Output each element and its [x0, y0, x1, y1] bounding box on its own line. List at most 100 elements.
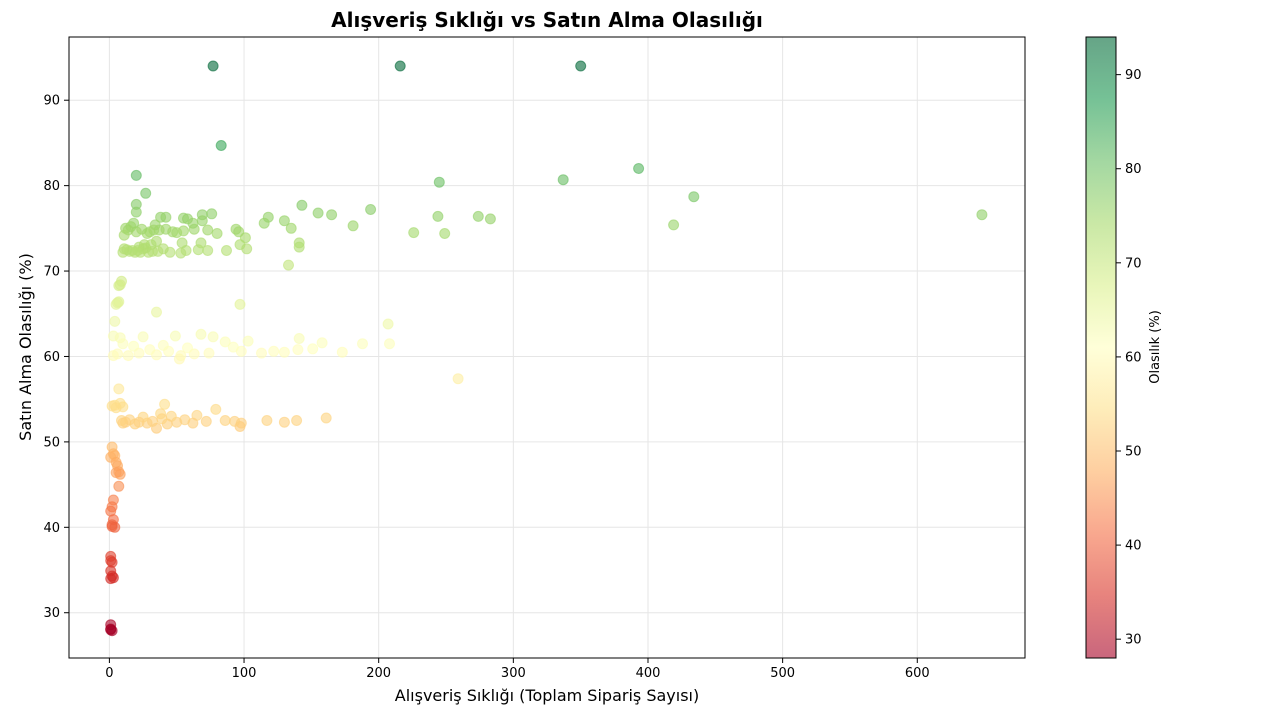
scatter-point: [976, 209, 988, 221]
data-points: [105, 60, 988, 637]
x-tick-label: 100: [232, 666, 257, 681]
plot-frame: [68, 36, 1026, 659]
scatter-point: [215, 140, 227, 151]
scatter-point: [261, 415, 273, 426]
scatter-point: [151, 306, 162, 318]
scatter-point: [293, 241, 305, 253]
scatter-point: [182, 342, 193, 354]
scatter-point: [110, 298, 122, 310]
grid-lines: [69, 37, 1025, 658]
scatter-point: [118, 229, 130, 241]
colorbar-tick-label: 80: [1125, 162, 1142, 177]
y-axis-label: Satın Alma Olasılığı (%): [16, 253, 35, 441]
scatter-point: [452, 373, 464, 385]
scatter-point: [206, 208, 218, 220]
scatter-point: [234, 298, 246, 310]
scatter-point: [175, 247, 187, 259]
x-axis-ticks: 0 100 200 300 400 500 600: [105, 658, 930, 681]
scatter-point: [207, 60, 219, 72]
scatter-point: [211, 228, 223, 239]
scatter-point: [169, 330, 181, 342]
scatter-point: [316, 337, 328, 349]
scatter-point: [117, 338, 129, 350]
scatter-point: [336, 346, 348, 358]
scatter-point: [472, 210, 484, 222]
scatter-point: [202, 224, 214, 236]
scatter-point: [384, 338, 395, 350]
scatter-point: [117, 246, 129, 258]
x-tick-label: 600: [905, 666, 930, 681]
y-tick-label: 80: [43, 179, 60, 194]
colorbar-label: Olasılık (%): [1148, 310, 1163, 384]
scatter-point: [292, 344, 304, 356]
y-tick-label: 60: [43, 350, 60, 365]
scatter-point: [408, 227, 420, 239]
scatter-point: [227, 341, 239, 353]
scatter-point: [128, 340, 140, 352]
scatter-point: [268, 345, 280, 357]
scatter-point: [116, 415, 127, 426]
scatter-point: [258, 217, 270, 229]
scatter-point: [307, 343, 319, 355]
scatter-point: [347, 220, 359, 232]
scatter-point: [110, 467, 122, 479]
scatter-point: [256, 347, 267, 359]
scatter-point: [107, 350, 119, 362]
scatter-point: [291, 415, 303, 426]
scatter-point: [433, 176, 445, 188]
scatter-point: [178, 212, 189, 224]
scatter-point: [157, 339, 169, 351]
scatter-point: [242, 335, 254, 347]
scatter-point: [296, 199, 308, 211]
scatter-point: [219, 415, 231, 426]
colorbar-tick-label: 70: [1125, 256, 1142, 271]
chart-title: Alışveriş Sıklığı vs Satın Alma Olasılığ…: [331, 8, 763, 32]
y-tick-label: 30: [43, 606, 60, 621]
scatter-point: [200, 415, 212, 427]
y-tick-label: 70: [43, 265, 60, 280]
scatter-point: [210, 403, 222, 415]
scatter-point: [278, 346, 290, 358]
scatter-point: [155, 211, 167, 223]
scatter-point: [229, 415, 241, 427]
scatter-point: [196, 215, 208, 227]
scatter-point: [320, 412, 332, 424]
scatter-point: [278, 215, 290, 227]
scatter-point: [109, 315, 121, 327]
scatter-point: [688, 191, 700, 203]
scatter-point: [439, 228, 451, 239]
x-tick-label: 300: [501, 666, 526, 681]
scatter-point: [557, 174, 569, 186]
scatter-point: [173, 353, 185, 365]
scatter-point: [159, 398, 171, 410]
scatter-point: [106, 400, 118, 412]
x-axis-label: Alışveriş Sıklığı (Toplam Sipariş Sayısı…: [395, 686, 699, 705]
scatter-point: [176, 237, 188, 249]
scatter-point: [221, 245, 232, 256]
colorbar-tick-label: 30: [1125, 633, 1142, 648]
x-tick-label: 0: [105, 666, 113, 681]
scatter-point: [382, 318, 394, 330]
scatter-point: [293, 333, 305, 344]
colorbar-ticks: 30 40 50 60 70 80 90: [1116, 68, 1142, 648]
scatter-point: [113, 280, 125, 292]
scatter-point: [484, 213, 496, 225]
scatter-point: [106, 521, 118, 532]
x-tick-label: 200: [366, 666, 391, 681]
scatter-point: [107, 572, 119, 584]
scatter-point: [283, 259, 294, 271]
scatter-point: [357, 338, 368, 350]
x-tick-label: 500: [770, 666, 795, 681]
scatter-point: [113, 480, 125, 492]
y-tick-label: 40: [43, 521, 60, 536]
scatter-point: [312, 207, 324, 219]
scatter-point: [130, 206, 142, 218]
scatter-point: [234, 239, 246, 251]
scatter-point: [130, 169, 142, 181]
scatter-point: [105, 624, 117, 636]
scatter-point: [432, 210, 444, 222]
colorbar-tick-label: 90: [1125, 68, 1142, 83]
x-tick-label: 400: [636, 666, 661, 681]
scatter-point: [195, 328, 207, 340]
